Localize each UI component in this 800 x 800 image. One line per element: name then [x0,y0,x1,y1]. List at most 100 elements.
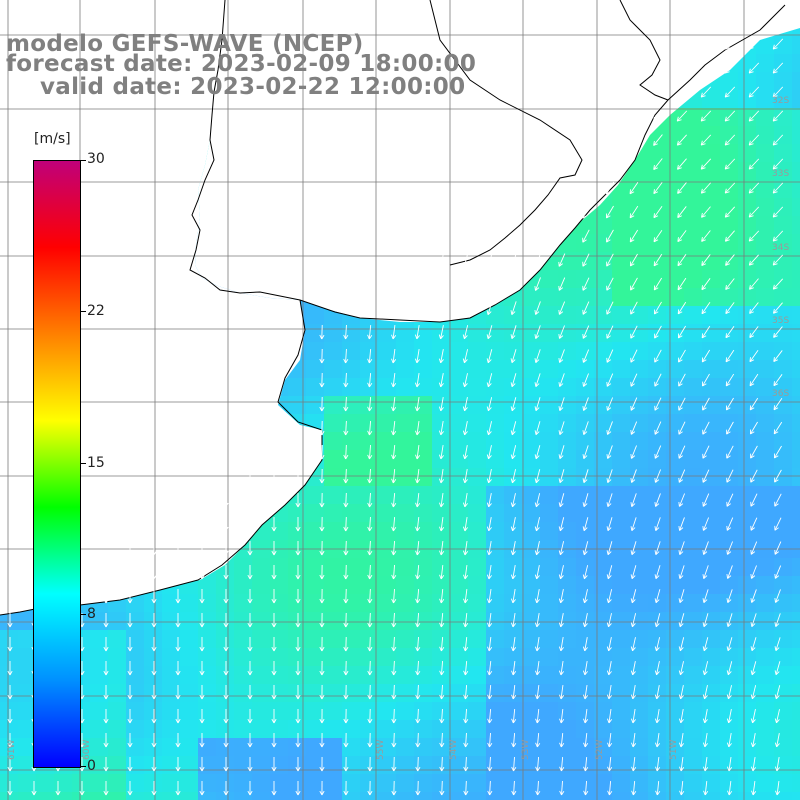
wind-speed-cell [540,738,559,757]
wind-speed-cell [756,576,775,595]
wind-arrow [462,229,469,244]
wind-speed-cell [360,486,379,505]
wind-arrow [415,564,421,580]
wind-speed-cell [756,342,775,361]
wind-arrow [558,301,566,315]
wind-arrow [678,565,685,579]
wind-arrow [749,373,759,387]
wind-speed-cell [540,756,559,775]
wind-arrow [750,685,757,700]
wind-arrow [343,588,349,604]
wind-speed-cell [702,702,721,721]
wind-arrow [151,757,157,772]
wind-speed-cell [216,612,235,631]
wind-speed-cell [36,792,55,800]
wind-arrow [606,373,614,387]
wind-speed-cell [612,630,631,649]
wind-speed-cell [180,630,199,649]
wind-speed-cell [288,756,307,775]
wind-speed-cell [792,558,800,577]
wind-speed-cell [504,612,523,631]
wind-speed-cell [792,666,800,685]
wind-arrow [271,781,277,796]
wind-speed-cell [414,522,433,541]
wind-speed-cell [270,738,289,757]
wind-arrow [271,709,277,724]
wind-speed-cell [792,324,800,343]
wind-speed-cell [576,378,595,397]
wind-speed-cell [162,738,181,757]
wind-speed-cell [450,486,469,505]
wind-speed-cell [234,594,253,613]
wind-arrow [295,709,301,724]
wind-arrow [463,565,469,580]
wind-arrow [127,661,133,676]
wind-speed-cell [504,630,523,649]
wind-arrow [724,14,736,26]
wind-speed-cell [756,270,775,289]
wind-speed-cell [162,594,181,613]
wind-speed-cell [774,90,793,109]
wind-speed-cell [792,108,800,127]
wind-speed-cell [702,774,721,793]
wind-arrow [772,110,784,122]
wind-speed-cell [774,504,793,523]
wind-arrow [343,732,349,748]
wind-speed-cell [774,576,793,595]
coastline [0,0,786,616]
wind-speed-cell [630,162,649,181]
wind-speed-cell [738,432,757,451]
wind-arrow [583,756,589,772]
wind-speed-cell [0,684,19,703]
wind-arrow [629,181,639,195]
wind-speed-cell [540,486,559,505]
wind-speed-cell [774,594,793,613]
wind-speed-cell [612,324,631,343]
wind-speed-cell [288,720,307,739]
wind-speed-cell [576,738,595,757]
wind-arrow [631,733,637,748]
wind-speed-cell [324,630,343,649]
wind-arrow [319,516,325,532]
wind-speed-cell [558,342,577,361]
wind-speed-cell [720,756,739,775]
wind-speed-cell [594,450,613,469]
wind-speed-cell [702,414,721,433]
wind-arrow [606,301,614,315]
wind-arrow [702,661,709,676]
wind-speed-cell [324,396,343,415]
wind-arrow [749,421,758,435]
wind-speed-cell [324,738,343,757]
wind-speed-cell [666,270,685,289]
wind-arrow [750,541,758,555]
latitude-label: 35S [772,316,789,326]
wind-speed-cell [774,666,793,685]
wind-arrow [438,229,445,244]
wind-speed-cell [558,450,577,469]
wind-speed-cell [108,792,127,800]
wind-arrow [367,348,373,364]
colorbar-label: 0 [87,758,96,774]
wind-arrow [438,421,444,436]
wind-arrow [725,254,735,266]
wind-speed-cell [720,342,739,361]
wind-speed-cell [126,666,145,685]
wind-speed-cell [792,306,800,325]
wind-speed-cell [252,756,271,775]
wind-speed-cell [504,684,523,703]
wind-speed-cell [684,666,703,685]
wind-speed-cell [126,792,145,800]
wind-speed-cell [756,234,775,253]
wind-speed-cell [360,684,379,703]
wind-speed-cell [342,432,361,451]
wind-speed-cell [756,198,775,217]
wind-speed-cell [612,774,631,793]
wind-speed-cell [648,270,667,289]
wind-arrow [391,372,397,388]
wind-speed-cell [792,216,800,235]
wind-speed-cell [450,522,469,541]
wind-speed-cell [486,558,505,577]
wind-speed-cell [126,720,145,739]
wind-arrow [582,565,589,580]
wind-speed-cell [324,756,343,775]
